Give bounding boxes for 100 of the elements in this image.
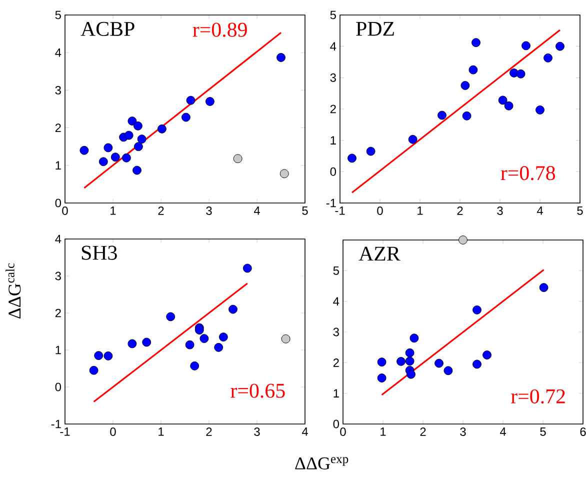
y-tick-label: 5 bbox=[330, 10, 336, 20]
x-tick-label: 1 bbox=[418, 206, 423, 215]
point bbox=[348, 154, 356, 163]
point bbox=[182, 112, 190, 122]
point bbox=[544, 53, 552, 62]
point bbox=[166, 312, 176, 322]
x-tick-label: 0 bbox=[62, 206, 68, 215]
point bbox=[458, 236, 468, 244]
point bbox=[280, 169, 289, 178]
x-tick-label: 3 bbox=[206, 206, 212, 215]
y-tick-label: 2 bbox=[55, 308, 61, 318]
y-tick-label: 3 bbox=[333, 328, 339, 336]
point bbox=[472, 305, 482, 314]
y-tick-label: 2 bbox=[55, 124, 61, 132]
point bbox=[186, 96, 196, 105]
y-tick-label: 1 bbox=[330, 136, 336, 144]
x-tick-label: 4 bbox=[302, 428, 308, 436]
point bbox=[472, 38, 480, 48]
x-tick-label: 0 bbox=[110, 428, 116, 436]
x-tick-label: 4 bbox=[254, 206, 260, 215]
point bbox=[460, 81, 470, 90]
y-tick-label: -1 bbox=[326, 198, 336, 208]
x-tick-label: 0 bbox=[340, 428, 346, 436]
point bbox=[218, 332, 228, 342]
point bbox=[396, 356, 406, 366]
point bbox=[438, 110, 446, 120]
point bbox=[377, 374, 386, 382]
point bbox=[142, 338, 152, 347]
chart-title: AZR bbox=[358, 246, 400, 261]
point bbox=[89, 366, 98, 375]
point bbox=[434, 358, 444, 368]
point bbox=[516, 69, 526, 78]
point bbox=[214, 342, 224, 352]
chart-title: PDZ bbox=[356, 22, 394, 36]
x-tick-label: 6 bbox=[580, 428, 586, 436]
annotation: r=0.89 bbox=[192, 22, 247, 37]
annotation: r=0.72 bbox=[511, 389, 565, 404]
y-tick-label: 5 bbox=[333, 266, 339, 275]
y-tick-label: 4 bbox=[55, 48, 62, 57]
point bbox=[444, 366, 453, 376]
point bbox=[462, 111, 472, 120]
point bbox=[200, 334, 209, 343]
x-tick-label: 2 bbox=[206, 428, 212, 436]
point bbox=[498, 96, 508, 105]
point bbox=[556, 42, 564, 51]
point bbox=[405, 348, 414, 358]
point bbox=[124, 130, 134, 140]
point bbox=[128, 116, 137, 126]
y-tick-label: 0 bbox=[55, 382, 62, 392]
x-tick-label: 0 bbox=[377, 206, 383, 215]
point bbox=[410, 334, 419, 343]
x-axis-title: ΔΔG$^{exp}$ bbox=[295, 457, 348, 470]
point bbox=[122, 153, 131, 162]
point bbox=[190, 361, 200, 370]
x-tick-label: 4 bbox=[536, 206, 543, 215]
x-tick-label: 2 bbox=[158, 206, 164, 215]
y-tick-label: 4 bbox=[333, 297, 340, 306]
point bbox=[366, 146, 376, 156]
point bbox=[468, 65, 478, 74]
point bbox=[158, 124, 166, 134]
point bbox=[137, 134, 146, 144]
point bbox=[104, 143, 113, 152]
point bbox=[128, 339, 137, 348]
point bbox=[522, 41, 530, 50]
point bbox=[482, 350, 492, 360]
point bbox=[408, 134, 418, 144]
point bbox=[194, 326, 204, 334]
x-tick-label: 1 bbox=[158, 428, 164, 436]
point bbox=[98, 157, 108, 166]
point bbox=[233, 154, 242, 164]
x-tick-label: 3 bbox=[460, 428, 466, 436]
point bbox=[228, 304, 238, 314]
chart-title: SH3 bbox=[82, 246, 117, 260]
point bbox=[185, 340, 194, 350]
annotation: r=0.65 bbox=[230, 384, 285, 398]
point bbox=[134, 121, 142, 130]
x-tick-label: 3 bbox=[254, 428, 260, 436]
y-tick-label: 0 bbox=[333, 420, 340, 428]
y-tick-label: 1 bbox=[334, 389, 339, 398]
x-tick-label: 5 bbox=[540, 428, 546, 436]
x-tick-label: 4 bbox=[500, 428, 506, 436]
point bbox=[134, 142, 143, 152]
point bbox=[405, 356, 414, 366]
point bbox=[281, 334, 290, 344]
point bbox=[504, 101, 514, 110]
point bbox=[242, 264, 252, 273]
point bbox=[406, 370, 416, 379]
y-tick-label: 3 bbox=[330, 73, 336, 82]
point bbox=[104, 351, 113, 360]
x-tick-label: 5 bbox=[302, 206, 308, 215]
y-tick-label: 5 bbox=[55, 10, 61, 20]
y-tick-label: 0 bbox=[55, 198, 62, 208]
y-tick-label: 0 bbox=[330, 167, 336, 176]
x-tick-label: 5 bbox=[577, 206, 583, 215]
y-tick-label: 1 bbox=[56, 161, 61, 170]
y-tick-label: 2 bbox=[330, 104, 336, 114]
point bbox=[94, 351, 104, 360]
x-tick-label: 1 bbox=[380, 428, 386, 436]
y-tick-label: 4 bbox=[330, 42, 336, 50]
point bbox=[536, 105, 544, 114]
